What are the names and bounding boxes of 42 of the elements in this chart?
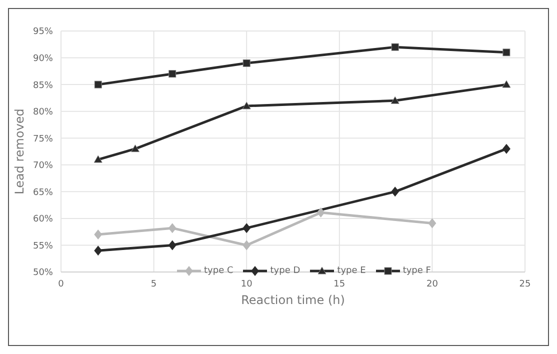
- y-tick-label: 60%: [32, 214, 54, 225]
- point: [502, 48, 510, 56]
- point: [390, 96, 400, 104]
- point: [428, 218, 436, 228]
- y-tick-label: 70%: [32, 161, 54, 172]
- point: [502, 144, 510, 154]
- x-tick-label: 10: [240, 279, 253, 290]
- x-axis-title: Reaction time (h): [241, 293, 345, 307]
- x-tick-label: 5: [150, 279, 157, 290]
- y-tick-label: 55%: [32, 241, 54, 252]
- point: [94, 155, 102, 163]
- point: [168, 223, 176, 234]
- legend-label: type F: [402, 266, 431, 276]
- legend-label: type E: [337, 266, 366, 276]
- point: [94, 246, 102, 256]
- y-tick-label: 50%: [32, 268, 54, 278]
- y-tick-label: 85%: [32, 80, 54, 91]
- point: [391, 186, 400, 197]
- point: [502, 80, 511, 88]
- y-tick-label: 80%: [32, 108, 54, 118]
- point: [130, 144, 140, 152]
- point: [316, 208, 325, 218]
- y-tick-label: 65%: [32, 188, 54, 198]
- x-tick-label: 25: [519, 279, 531, 290]
- legend-label: type D: [270, 266, 300, 276]
- x-tick-label: 0: [58, 279, 64, 290]
- point: [168, 70, 176, 78]
- y-tick-label: 75%: [32, 134, 54, 144]
- legend-label: type C: [204, 266, 234, 276]
- x-tick-label: 20: [426, 279, 438, 290]
- point: [168, 240, 176, 250]
- y-axis-title: Lead removed: [12, 108, 26, 194]
- point: [242, 59, 250, 67]
- point: [391, 43, 399, 51]
- y-tick-label: 95%: [32, 27, 54, 38]
- point: [242, 223, 251, 234]
- point: [94, 230, 102, 240]
- x-tick-label: 15: [334, 279, 346, 290]
- y-tick-label: 90%: [32, 54, 54, 64]
- point: [94, 80, 102, 88]
- point: [242, 240, 251, 250]
- point: [242, 102, 251, 110]
